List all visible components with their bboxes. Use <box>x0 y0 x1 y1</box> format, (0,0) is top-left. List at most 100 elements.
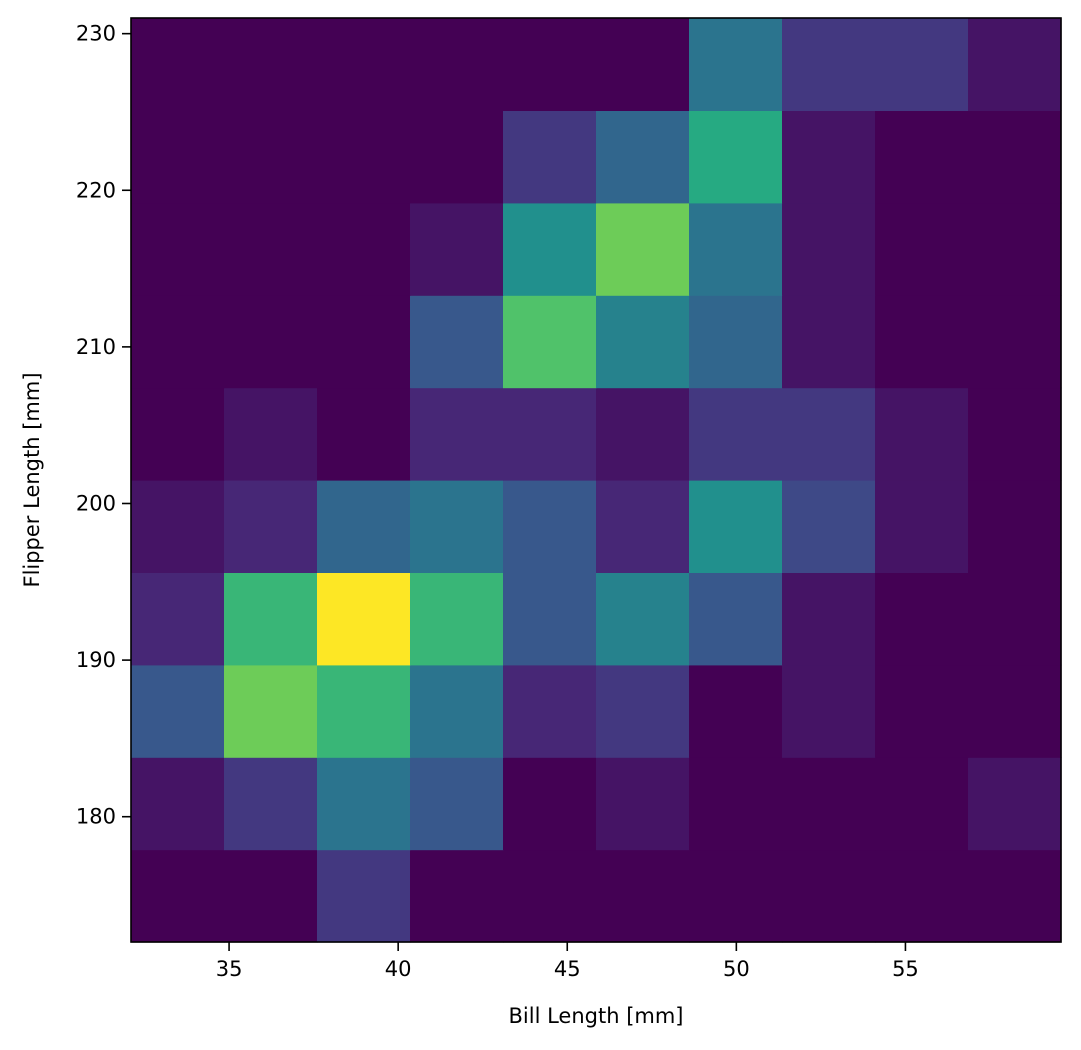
heatmap-cell <box>224 295 318 389</box>
y-tick-label: 220 <box>76 178 116 202</box>
heatmap-cell <box>875 295 969 389</box>
heatmap-cell <box>131 757 225 851</box>
heatmap-cell <box>317 849 411 943</box>
heatmap-cell <box>224 387 318 481</box>
heatmap-cell <box>782 387 876 481</box>
heatmap-cell <box>596 18 690 111</box>
heatmap-cell <box>968 849 1062 943</box>
heatmap-cell <box>131 18 225 111</box>
heatmap-cell <box>596 757 690 851</box>
y-tick-label: 200 <box>76 491 116 515</box>
heatmap-cell <box>503 295 597 389</box>
heatmap-cell <box>224 110 318 204</box>
heatmap-cell <box>689 387 783 481</box>
y-tick-label: 230 <box>76 22 116 46</box>
plot-frame <box>130 17 1062 943</box>
heatmap-cell <box>503 110 597 204</box>
x-axis-ticks: 35 40 45 50 55 <box>216 942 919 981</box>
heatmap-cell <box>131 572 225 666</box>
y-tick-label: 190 <box>76 648 116 672</box>
heatmap-cell <box>875 572 969 666</box>
heatmap-cell <box>503 664 597 758</box>
heatmap-cell <box>410 202 504 296</box>
heatmap-cell <box>875 202 969 296</box>
heatmap-cell <box>317 664 411 758</box>
heatmap-cell <box>782 18 876 111</box>
heatmap-cell <box>410 110 504 204</box>
heatmap-cell <box>875 757 969 851</box>
heatmap-cell <box>317 757 411 851</box>
heatmap-cell <box>131 480 225 573</box>
heatmap-cell <box>131 202 225 296</box>
heatmap-cell <box>317 480 411 573</box>
heatmap-cell <box>503 849 597 943</box>
heatmap-cell <box>782 295 876 389</box>
y-tick-label: 210 <box>76 335 116 359</box>
heatmap-cell <box>131 110 225 204</box>
heatmap-cell <box>317 202 411 296</box>
heatmap-cell <box>782 480 876 573</box>
heatmap-cell <box>410 295 504 389</box>
heatmap-cell <box>410 480 504 573</box>
heatmap-cell <box>224 480 318 573</box>
heatmap-cell <box>596 202 690 296</box>
heatmap-cell <box>317 572 411 666</box>
heatmap-cell <box>689 757 783 851</box>
heatmap-cell <box>224 664 318 758</box>
heatmap-cell <box>410 572 504 666</box>
heatmap-cell <box>503 480 597 573</box>
heatmap-cell <box>596 110 690 204</box>
heatmap-cell <box>968 480 1062 573</box>
heatmap-cell <box>224 18 318 111</box>
heatmap-cell <box>689 18 783 111</box>
heatmap-cells <box>131 18 1062 943</box>
heatmap-cell <box>596 572 690 666</box>
heatmap-cell <box>782 202 876 296</box>
heatmap-cell <box>782 572 876 666</box>
y-axis-label: Flipper Length [mm] <box>20 372 44 587</box>
heatmap-cell <box>224 757 318 851</box>
heatmap-cell <box>689 295 783 389</box>
heatmap-cell <box>224 572 318 666</box>
heatmap-cell <box>875 480 969 573</box>
heatmap-cell <box>410 18 504 111</box>
heatmap-cell <box>875 387 969 481</box>
heatmap-cell <box>689 480 783 573</box>
heatmap-cell <box>596 480 690 573</box>
heatmap-cell <box>131 295 225 389</box>
heatmap-cell <box>596 295 690 389</box>
x-tick-label: 45 <box>554 957 581 981</box>
heatmap-cell <box>503 18 597 111</box>
heatmap-cell <box>689 849 783 943</box>
heatmap-cell <box>131 664 225 758</box>
x-axis-label: Bill Length [mm] <box>509 1004 684 1028</box>
heatmap-cell <box>968 18 1062 111</box>
heatmap-cell <box>689 202 783 296</box>
heatmap-cell <box>968 295 1062 389</box>
y-axis-ticks: 180 190 200 210 220 230 <box>76 22 131 829</box>
heatmap-cell <box>875 18 969 111</box>
heatmap-cell <box>782 664 876 758</box>
heatmap-cell <box>503 572 597 666</box>
y-tick-label: 180 <box>76 805 116 829</box>
heatmap-cell <box>503 757 597 851</box>
heatmap-cell <box>224 202 318 296</box>
heatmap-cell <box>410 387 504 481</box>
heatmap-cell <box>596 387 690 481</box>
heatmap-cell <box>689 664 783 758</box>
heatmap-cell <box>410 664 504 758</box>
heatmap-cell <box>968 664 1062 758</box>
heatmap-cell <box>410 849 504 943</box>
heatmap-cell <box>689 572 783 666</box>
heatmap-cell <box>503 202 597 296</box>
x-tick-label: 55 <box>892 957 919 981</box>
heatmap-cell <box>968 572 1062 666</box>
heatmap-cell <box>968 387 1062 481</box>
heatmap-cell <box>317 295 411 389</box>
heatmap-cell <box>503 387 597 481</box>
heatmap-cell <box>596 664 690 758</box>
x-tick-label: 50 <box>723 957 750 981</box>
heatmap-cell <box>875 849 969 943</box>
heatmap-cell <box>317 18 411 111</box>
